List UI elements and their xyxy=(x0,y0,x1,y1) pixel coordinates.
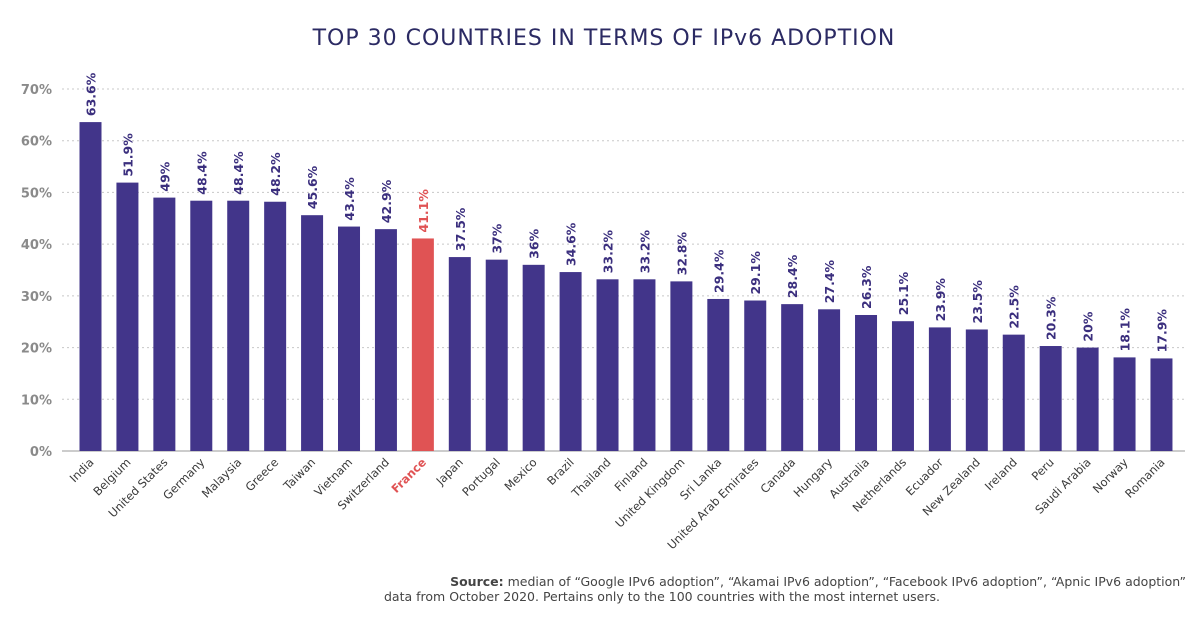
bar xyxy=(965,329,988,451)
x-tick-label: Japan xyxy=(433,455,466,488)
bar xyxy=(1039,346,1062,451)
data-label: 25.1% xyxy=(896,271,911,315)
data-label: 48.4% xyxy=(231,151,246,195)
bar xyxy=(338,226,361,451)
bar xyxy=(707,298,730,451)
y-axis-ticks: 0% 10% 20% 30% 40% 50% 60% 70% xyxy=(21,83,52,460)
x-tick-label: India xyxy=(67,455,97,485)
data-label: 22.5% xyxy=(1007,285,1022,329)
source-line-1: median of “Google IPv6 adoption”, “Akama… xyxy=(507,574,1186,589)
data-label: 41.1% xyxy=(416,189,431,233)
bar xyxy=(559,272,582,451)
data-label: 26.3% xyxy=(859,265,874,309)
y-tick-label: 50% xyxy=(21,186,52,201)
data-label: 48.2% xyxy=(268,152,283,196)
data-label: 27.4% xyxy=(822,259,837,303)
data-label: 37.5% xyxy=(453,207,468,251)
y-tick-label: 30% xyxy=(21,290,52,305)
bar xyxy=(190,200,213,451)
bar xyxy=(1150,358,1173,451)
bar xyxy=(153,197,176,451)
x-tick-label: Greece xyxy=(242,455,281,494)
bar xyxy=(374,229,397,451)
data-label: 23.9% xyxy=(933,278,948,322)
x-tick-label: Thailand xyxy=(568,455,614,501)
data-label: 20% xyxy=(1081,311,1096,341)
x-tick-label: Brazil xyxy=(544,455,577,488)
value-labels: 63.6% 51.9% 49% 48.4% 48.4% 48.2% 45.6% 43.4% 42… xyxy=(84,72,1170,352)
bar xyxy=(264,201,287,451)
x-tick-label: Mexico xyxy=(501,455,539,493)
chart-title: TOP 30 COUNTRIES IN TERMS OF IPv6 ADOPTI… xyxy=(312,26,896,51)
data-label: 33.2% xyxy=(637,229,652,273)
bar xyxy=(744,300,767,451)
x-tick-label: Peru xyxy=(1029,455,1057,483)
x-tick-label: Portugal xyxy=(459,455,503,499)
bar xyxy=(485,259,508,451)
data-label: 17.9% xyxy=(1154,309,1169,353)
bar xyxy=(116,182,139,452)
data-label: 20.3% xyxy=(1044,296,1059,340)
bars xyxy=(79,122,1173,452)
bar xyxy=(79,122,102,452)
data-label: 43.4% xyxy=(342,177,357,221)
x-tick-label: Romania xyxy=(1122,455,1167,500)
data-label: 18.1% xyxy=(1118,308,1133,352)
source-line-2: data from October 2020. Pertains only to… xyxy=(384,589,940,604)
x-tick-label: Malaysia xyxy=(199,455,244,500)
data-label: 42.9% xyxy=(379,179,394,223)
bar xyxy=(596,279,619,451)
data-label: 51.9% xyxy=(120,133,135,177)
data-label: 36% xyxy=(527,228,542,258)
bar xyxy=(891,321,914,451)
bar xyxy=(855,314,878,451)
bar xyxy=(781,304,804,451)
bar xyxy=(1076,347,1099,451)
data-label: 29.4% xyxy=(711,249,726,293)
x-tick-label: France xyxy=(388,455,429,496)
data-label: 48.4% xyxy=(194,151,209,195)
source-note: Source: median of “Google IPv6 adoption”… xyxy=(306,574,1186,604)
y-tick-label: 0% xyxy=(30,445,52,460)
data-label: 29.1% xyxy=(748,251,763,295)
source-label: Source: xyxy=(450,574,504,589)
y-tick-label: 60% xyxy=(21,135,52,150)
y-tick-label: 10% xyxy=(21,393,52,408)
y-tick-label: 20% xyxy=(21,342,52,357)
data-label: 45.6% xyxy=(305,165,320,209)
bar xyxy=(522,264,545,451)
bar xyxy=(448,257,471,451)
data-label: 49% xyxy=(157,161,172,191)
x-tick-label: Ireland xyxy=(982,455,1020,493)
bar xyxy=(1113,357,1136,451)
y-tick-label: 40% xyxy=(21,238,52,253)
gridlines xyxy=(62,88,1185,452)
bar xyxy=(670,281,693,451)
data-label: 37% xyxy=(490,223,505,253)
bar xyxy=(928,327,951,451)
bar xyxy=(633,279,656,451)
data-label: 33.2% xyxy=(601,229,616,273)
bar xyxy=(227,200,250,451)
data-label: 63.6% xyxy=(84,72,99,116)
data-label: 34.6% xyxy=(564,222,579,266)
bar xyxy=(818,309,841,451)
y-tick-label: 70% xyxy=(21,83,52,98)
bar xyxy=(1002,334,1025,451)
data-label: 32.8% xyxy=(674,232,689,276)
bar xyxy=(301,215,324,451)
data-label: 28.4% xyxy=(785,254,800,298)
bar xyxy=(411,238,434,451)
data-label: 23.5% xyxy=(970,280,985,324)
